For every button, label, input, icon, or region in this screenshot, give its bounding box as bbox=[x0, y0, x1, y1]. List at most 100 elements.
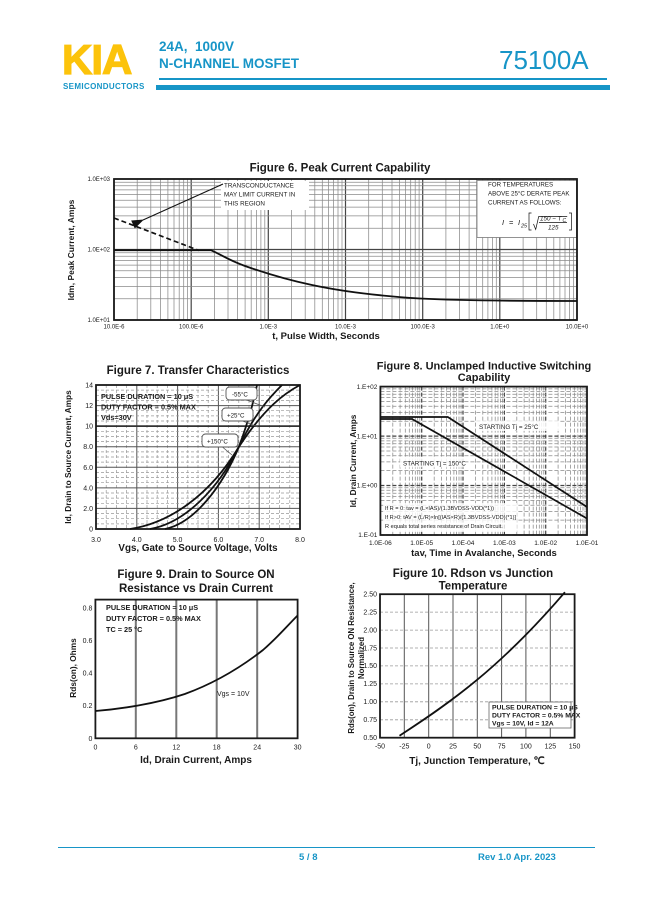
svg-text:150: 150 bbox=[569, 744, 581, 751]
svg-text:PULSE DURATION = 10 μS: PULSE DURATION = 10 μS bbox=[106, 603, 198, 612]
svg-text:Vds=30V: Vds=30V bbox=[101, 413, 132, 422]
svg-text:10.0E-6: 10.0E-6 bbox=[103, 325, 125, 331]
svg-text:10.0E+0: 10.0E+0 bbox=[566, 325, 589, 331]
svg-text:25: 25 bbox=[520, 224, 528, 230]
svg-text:tav, Time in Avalanche, Second: tav, Time in Avalanche, Seconds bbox=[411, 548, 557, 559]
svg-text:t, Pulse Width, Seconds: t, Pulse Width, Seconds bbox=[272, 331, 380, 342]
svg-text:-25: -25 bbox=[399, 744, 409, 751]
svg-text:=: = bbox=[509, 218, 514, 227]
svg-text:Rds(on), Drain to Source ON Re: Rds(on), Drain to Source ON Resistance, bbox=[347, 582, 356, 733]
svg-text:THIS REGION: THIS REGION bbox=[224, 201, 265, 208]
svg-text:10: 10 bbox=[85, 424, 93, 431]
svg-text:1.0E-04: 1.0E-04 bbox=[452, 540, 475, 547]
svg-text:7.0: 7.0 bbox=[254, 537, 264, 544]
svg-text:30: 30 bbox=[294, 744, 302, 751]
svg-text:Vgs = 10V: Vgs = 10V bbox=[217, 691, 250, 698]
svg-text:Figure 6. Peak Current Capabil: Figure 6. Peak Current Capability bbox=[250, 163, 431, 175]
svg-text:R equals total series resistan: R equals total series resistance of Drai… bbox=[385, 524, 503, 530]
svg-text:5.0: 5.0 bbox=[173, 537, 183, 544]
svg-text:100.0E-6: 100.0E-6 bbox=[179, 325, 204, 331]
svg-text:I: I bbox=[518, 218, 520, 227]
svg-text:1.00: 1.00 bbox=[363, 699, 377, 706]
svg-text:1.0E-02: 1.0E-02 bbox=[534, 540, 557, 547]
svg-text:0.8: 0.8 bbox=[83, 605, 93, 612]
svg-text:4.0: 4.0 bbox=[132, 537, 142, 544]
svg-text:6: 6 bbox=[134, 744, 138, 751]
svg-text:Tj, Junction Temperature, ℃: Tj, Junction Temperature, ℃ bbox=[409, 756, 545, 767]
svg-text:MAY LIMIT CURRENT IN: MAY LIMIT CURRENT IN bbox=[224, 192, 296, 199]
svg-text:2.25: 2.25 bbox=[363, 609, 377, 616]
svg-text:STARTING Tj = 150°C: STARTING Tj = 150°C bbox=[403, 460, 466, 468]
svg-text:C: C bbox=[563, 218, 567, 224]
svg-text:Resistance vs Drain Current: Resistance vs Drain Current bbox=[119, 583, 273, 595]
svg-text:1.0E-06: 1.0E-06 bbox=[369, 540, 392, 547]
svg-text:DUTY FACTOR = 0.5% MAX: DUTY FACTOR = 0.5% MAX bbox=[101, 403, 196, 412]
svg-text:0.4: 0.4 bbox=[83, 671, 93, 678]
svg-text:TRANSCONDUCTANCE: TRANSCONDUCTANCE bbox=[224, 183, 294, 190]
svg-text:Id, Drain to Source Current, A: Id, Drain to Source Current, Amps bbox=[63, 390, 73, 524]
svg-text:PULSE DURATION = 10 μS: PULSE DURATION = 10 μS bbox=[492, 705, 578, 712]
svg-text:Temperature: Temperature bbox=[439, 581, 508, 593]
svg-text:3.0: 3.0 bbox=[91, 537, 101, 544]
svg-text:18: 18 bbox=[213, 744, 221, 751]
svg-text:Id, Drain Current, Amps: Id, Drain Current, Amps bbox=[348, 414, 358, 507]
svg-text:Figure 10. Rdson vs Junction: Figure 10. Rdson vs Junction bbox=[393, 568, 553, 580]
svg-text:If R = 0: tav = (L×IAS)/(1.3B: If R = 0: tav = (L×IAS)/(1.3BVDSS-VDD(*1… bbox=[385, 506, 494, 512]
svg-text:150 − T: 150 − T bbox=[540, 216, 563, 223]
svg-text:100.0E-3: 100.0E-3 bbox=[411, 325, 436, 331]
svg-text:8.0: 8.0 bbox=[83, 444, 93, 451]
svg-text:ABOVE 25°C DERATE PEAK: ABOVE 25°C DERATE PEAK bbox=[488, 191, 570, 198]
svg-text:Capability: Capability bbox=[458, 372, 511, 384]
svg-text:1.E+00: 1.E+00 bbox=[357, 483, 378, 490]
svg-text:2.50: 2.50 bbox=[363, 592, 377, 599]
svg-text:I: I bbox=[502, 218, 504, 227]
svg-text:STARTING Tj = 25°C: STARTING Tj = 25°C bbox=[479, 423, 539, 431]
svg-text:10.0E-3: 10.0E-3 bbox=[335, 325, 357, 331]
svg-text:12: 12 bbox=[85, 403, 93, 410]
svg-text:DUTY FACTOR = 0.5% MAX: DUTY FACTOR = 0.5% MAX bbox=[492, 713, 581, 720]
svg-text:8.0: 8.0 bbox=[295, 537, 305, 544]
svg-text:1.0E+02: 1.0E+02 bbox=[87, 248, 110, 254]
svg-text:1.50: 1.50 bbox=[363, 663, 377, 670]
svg-text:1.0E-05: 1.0E-05 bbox=[410, 540, 433, 547]
svg-text:4.0: 4.0 bbox=[83, 485, 93, 492]
svg-text:Vgs = 10V, Id = 12A: Vgs = 10V, Id = 12A bbox=[492, 721, 554, 728]
svg-text:Idm, Peak Current, Amps: Idm, Peak Current, Amps bbox=[66, 199, 76, 300]
svg-text:Rds(on), Ohms: Rds(on), Ohms bbox=[68, 638, 78, 698]
svg-text:DUTY FACTOR = 0.5% MAX: DUTY FACTOR = 0.5% MAX bbox=[106, 614, 201, 623]
svg-text:0.75: 0.75 bbox=[363, 717, 377, 724]
svg-text:2.0: 2.0 bbox=[83, 506, 93, 513]
svg-text:PULSE DURATION = 10 μS: PULSE DURATION = 10 μS bbox=[101, 392, 193, 401]
svg-text:0: 0 bbox=[427, 744, 431, 751]
svg-text:0.6: 0.6 bbox=[83, 638, 93, 645]
svg-text:Normalized: Normalized bbox=[357, 637, 366, 679]
svg-text:1.0E+03: 1.0E+03 bbox=[87, 177, 110, 183]
svg-text:6.0: 6.0 bbox=[83, 465, 93, 472]
svg-text:14: 14 bbox=[85, 383, 93, 390]
svg-text:0: 0 bbox=[88, 736, 92, 743]
svg-text:1.E-01: 1.E-01 bbox=[358, 532, 378, 539]
svg-text:125: 125 bbox=[548, 225, 559, 232]
svg-text:75: 75 bbox=[498, 744, 506, 751]
svg-text:FOR TEMPERATURES: FOR TEMPERATURES bbox=[488, 182, 553, 189]
svg-text:TC = 25 °C: TC = 25 °C bbox=[106, 625, 143, 634]
svg-text:2.00: 2.00 bbox=[363, 627, 377, 634]
svg-text:25: 25 bbox=[449, 744, 457, 751]
svg-text:1.0E-01: 1.0E-01 bbox=[576, 540, 599, 547]
svg-text:1.75: 1.75 bbox=[363, 645, 377, 652]
svg-text:Figure 7. Transfer Characteris: Figure 7. Transfer Characteristics bbox=[107, 365, 290, 377]
svg-text:Id, Drain Current, Amps: Id, Drain Current, Amps bbox=[140, 755, 252, 766]
svg-text:0: 0 bbox=[89, 527, 93, 534]
svg-text:1.25: 1.25 bbox=[363, 681, 377, 688]
svg-text:Figure 9. Drain to Source ON: Figure 9. Drain to Source ON bbox=[117, 569, 274, 581]
svg-text:+25°C: +25°C bbox=[227, 413, 245, 420]
svg-text:100: 100 bbox=[520, 744, 532, 751]
svg-text:1.0E+0: 1.0E+0 bbox=[490, 325, 510, 331]
svg-text:1.0E-03: 1.0E-03 bbox=[493, 540, 516, 547]
svg-text:6.0: 6.0 bbox=[214, 537, 224, 544]
svg-text:12: 12 bbox=[172, 744, 180, 751]
svg-text:1.0E-3: 1.0E-3 bbox=[259, 325, 277, 331]
svg-text:50: 50 bbox=[473, 744, 481, 751]
svg-text:Vgs, Gate to Source Voltage, V: Vgs, Gate to Source Voltage, Volts bbox=[118, 543, 278, 554]
svg-text:125: 125 bbox=[544, 744, 556, 751]
